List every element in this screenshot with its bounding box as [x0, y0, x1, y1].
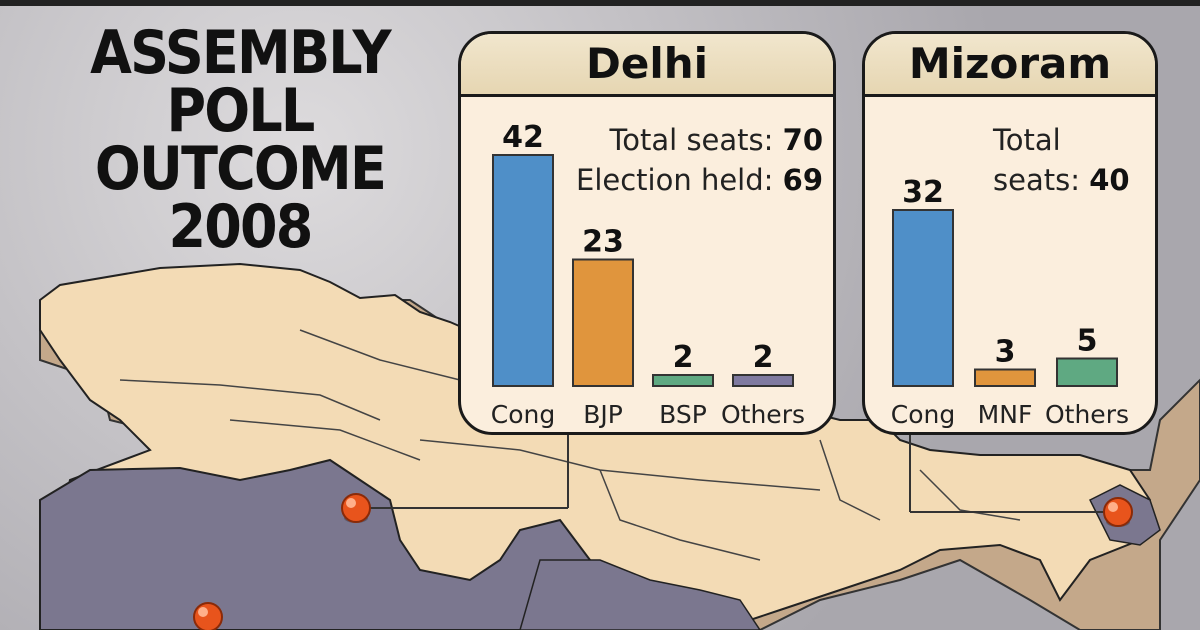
category-label: BSP — [659, 400, 707, 429]
category-label: Cong — [491, 400, 555, 429]
category-label: MNF — [978, 400, 1033, 429]
delhi-election-held: Election held: 69 — [576, 163, 823, 197]
mizoram-panel: 32 Cong 3 MNF 5 Others Mizoram Total seats: 4… — [862, 31, 1158, 435]
bar-value-label: 32 — [902, 175, 944, 210]
delhi-title: Delhi — [585, 39, 709, 88]
mizoram-title: Mizoram — [908, 39, 1112, 88]
bar-value-label: 5 — [1077, 324, 1098, 359]
category-label: Others — [1045, 400, 1129, 429]
bar-bjp — [572, 258, 634, 387]
location-pin — [1103, 497, 1133, 527]
state-mp — [519, 559, 761, 630]
mizoram-total-label: Total — [993, 123, 1061, 157]
delhi-panel-header: Delhi — [461, 34, 833, 97]
mizoram-bar-chart: 32 Cong 3 MNF 5 Others — [891, 175, 1129, 429]
category-label: Others — [721, 400, 805, 429]
title-line: POLL — [166, 76, 315, 146]
bar-value-label: 42 — [502, 120, 544, 155]
bar-value-label: 2 — [753, 340, 774, 375]
category-label: BJP — [583, 400, 623, 429]
mizoram-total-seats: seats: 40 — [993, 163, 1130, 197]
delhi-total-seats: Total seats: 70 — [609, 123, 824, 157]
frame-top — [0, 0, 1200, 6]
title-line: OUTCOME — [94, 134, 387, 204]
bar-bsp — [652, 374, 714, 387]
title-line: ASSEMBLY — [90, 18, 391, 88]
location-pin — [341, 493, 371, 523]
location-pin — [193, 602, 223, 630]
bar-value-label: 23 — [582, 225, 624, 260]
delhi-bar-chart: 42 Cong 23 BJP 2 BSP 2 Others — [491, 120, 805, 429]
delhi-info: Total seats: 70 Election held: 69 — [576, 120, 823, 200]
bar-others — [1056, 357, 1118, 387]
delhi-panel: 42 Cong 23 BJP 2 BSP 2 Others Delhi Total seats… — [458, 31, 836, 435]
bar-value-label: 3 — [995, 335, 1016, 370]
bar-value-label: 2 — [673, 340, 694, 375]
category-label: Cong — [891, 400, 955, 429]
main-title: ASSEMBLY POLL OUTCOME 2008 — [60, 18, 420, 262]
bar-cong — [492, 154, 554, 387]
bar-others — [732, 374, 794, 387]
bar-cong — [892, 209, 954, 387]
title-line: 2008 — [168, 192, 313, 262]
bar-mnf — [974, 368, 1036, 387]
mizoram-panel-header: Mizoram — [865, 34, 1155, 97]
mizoram-info: Total seats: 40 — [993, 120, 1130, 200]
